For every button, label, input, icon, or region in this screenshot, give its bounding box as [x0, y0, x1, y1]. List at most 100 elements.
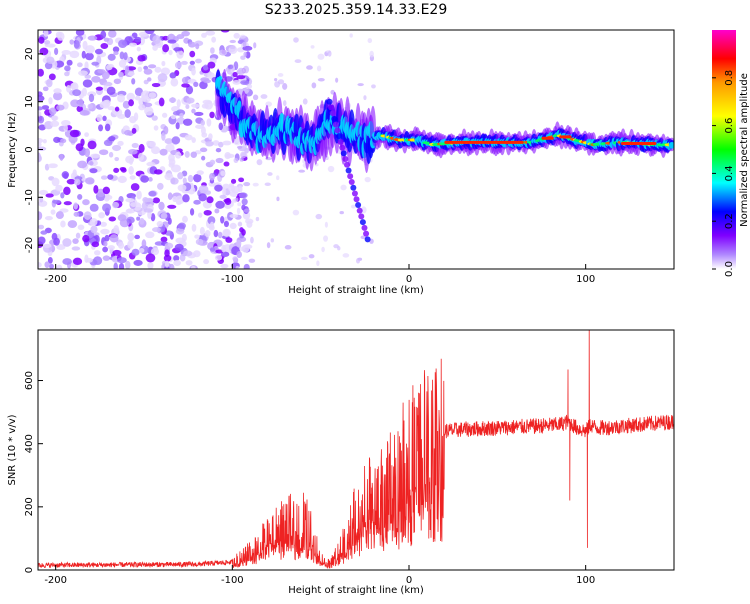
heatmap-speckle	[51, 177, 60, 187]
colorbar-tick-label: 0.4	[724, 165, 735, 181]
heatmap-speckle	[99, 149, 109, 156]
heatmap-speckle	[274, 77, 278, 82]
heatmap-speckle	[138, 104, 146, 111]
heatmap-speckle	[250, 236, 254, 244]
heatmap-speckle	[84, 148, 91, 158]
heatmap-speckle	[62, 238, 72, 247]
heatmap-speckle	[284, 245, 292, 250]
heatmap-speckle	[91, 76, 101, 83]
heatmap-speckle	[38, 153, 42, 162]
heatmap-speckle	[176, 200, 182, 206]
heatmap-speckle	[126, 216, 135, 224]
heatmap-speckle	[39, 47, 49, 56]
heatmap-speckle	[113, 167, 120, 173]
heatmap-speckle	[211, 36, 217, 43]
heatmap-speckle	[127, 240, 134, 249]
heatmap-speckle	[264, 182, 271, 186]
heatmap-speckle	[82, 40, 88, 50]
heatmap-speckle	[213, 229, 219, 238]
heatmap-speckle	[52, 199, 61, 204]
heatmap-speckle	[99, 221, 107, 227]
heatmap-speckle	[236, 145, 243, 149]
heatmap-speckle	[127, 232, 135, 242]
heatmap-speckle	[113, 225, 120, 234]
heatmap-speckle	[82, 79, 93, 88]
heatmap-branch-cell	[336, 133, 343, 140]
heatmap-speckle	[143, 68, 153, 75]
heatmap-speckle	[270, 238, 275, 243]
heatmap-speckle	[316, 260, 320, 267]
heatmap-speckle	[195, 58, 202, 64]
heatmap-speckle	[78, 98, 84, 108]
heatmap-speckle	[165, 143, 175, 153]
heatmap-speckle	[203, 209, 212, 216]
heatmap-speckle	[87, 140, 97, 150]
heatmap-speckle	[189, 50, 196, 58]
heatmap-speckle	[221, 244, 226, 253]
heatmap-speckle	[77, 62, 83, 68]
heatmap-speckle	[100, 43, 109, 50]
heatmap-speckle	[151, 146, 161, 155]
heatmap-speckle	[38, 68, 44, 77]
heatmap-speckle	[126, 208, 133, 214]
heatmap-speckle	[117, 94, 125, 103]
heatmap-speckle	[339, 211, 344, 215]
heatmap-speckle	[207, 61, 216, 69]
heatmap-speckle	[50, 120, 60, 127]
heatmap-speckle	[246, 220, 253, 228]
heatmap-speckle	[302, 98, 308, 105]
heatmap-speckle	[102, 186, 111, 195]
heatmap-speckle	[214, 184, 223, 192]
heatmap-speckle	[87, 103, 93, 110]
heatmap-speckle	[205, 140, 214, 147]
heatmap-speckle	[109, 234, 119, 243]
heatmap-ridge-cell	[668, 141, 674, 149]
heatmap-speckle	[294, 59, 302, 64]
heatmap-speckle	[340, 184, 347, 191]
snr-x-tick-label: -200	[44, 575, 67, 586]
heatmap-speckle	[129, 175, 136, 180]
heatmap-speckle	[152, 227, 161, 233]
heatmap-speckle	[175, 151, 182, 159]
heatmap-speckle	[153, 125, 159, 131]
heatmap-speckle	[215, 147, 222, 153]
heatmap-speckle	[134, 36, 142, 43]
heatmap-speckle	[176, 117, 186, 125]
heatmap-speckle	[148, 190, 157, 197]
heatmap-speckle	[87, 35, 98, 41]
heatmap-speckle	[203, 259, 210, 265]
heatmap-speckle	[306, 65, 313, 70]
heatmap-speckle	[168, 97, 177, 103]
heatmap-speckle	[230, 178, 237, 184]
heatmap-speckle	[191, 67, 196, 76]
heatmap-speckle	[128, 42, 137, 47]
heatmap-speckle	[45, 193, 54, 198]
heatmap-speckle	[56, 104, 65, 111]
heatmap-speckle	[357, 83, 364, 87]
heatmap-speckle	[243, 263, 250, 269]
heatmap-speckle	[91, 241, 100, 248]
heatmap-speckle	[112, 249, 122, 256]
heatmap-x-tick-label: -200	[44, 274, 67, 285]
heatmap-speckle	[90, 225, 98, 234]
heatmap-speckle	[108, 30, 117, 38]
heatmap-speckle	[117, 257, 127, 264]
heatmap-speckle	[152, 35, 161, 45]
heatmap-speckle	[38, 106, 44, 111]
heatmap-speckle	[233, 140, 241, 146]
heatmap-speckle	[145, 253, 156, 263]
heatmap-speckle	[138, 143, 145, 153]
heatmap-speckle	[236, 207, 241, 215]
heatmap-speckle	[220, 216, 225, 224]
heatmap-speckle	[98, 124, 104, 132]
heatmap-speckle	[163, 125, 169, 135]
heatmap-speckle	[198, 193, 207, 202]
heatmap-speckle	[233, 157, 239, 164]
heatmap-speckle	[138, 98, 144, 106]
heatmap-max-band	[559, 135, 572, 139]
heatmap-speckle	[173, 47, 183, 52]
heatmap-speckle	[63, 201, 72, 206]
heatmap-speckle	[54, 47, 59, 56]
heatmap-speckle	[130, 183, 140, 191]
heatmap-speckle	[49, 107, 57, 116]
